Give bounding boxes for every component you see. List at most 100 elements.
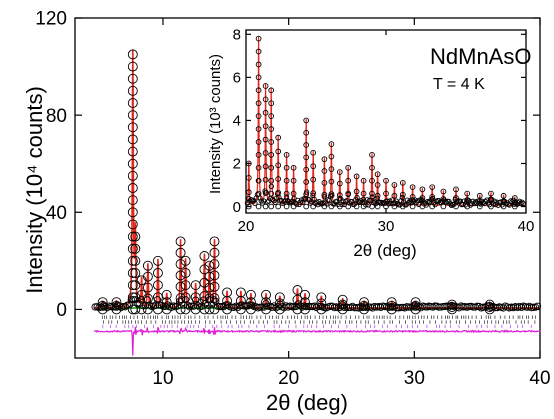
inset-observed-point xyxy=(268,87,275,94)
observed-point xyxy=(142,304,153,315)
inset-observed-point xyxy=(369,203,375,210)
inset-observed-point xyxy=(310,176,317,183)
inset-observed-point xyxy=(393,198,399,204)
observed-point xyxy=(136,289,147,300)
observed-point xyxy=(245,289,256,300)
y-tick-label: 120 xyxy=(35,9,67,30)
inset-observed-point xyxy=(328,191,335,197)
inset-observed-point xyxy=(440,188,447,195)
observed-point xyxy=(97,297,108,308)
observed-point xyxy=(175,259,186,270)
observed-point xyxy=(245,297,256,308)
inset-observed-point xyxy=(336,180,343,187)
inset-observed-point xyxy=(290,203,297,210)
observed-point xyxy=(209,270,220,281)
inset-observed-point xyxy=(255,113,262,119)
inset-observed-point xyxy=(261,198,267,204)
inset-observed-point xyxy=(275,203,282,210)
observed-point xyxy=(127,122,138,133)
inset-observed-point xyxy=(491,198,498,204)
inset-observed-point xyxy=(328,178,335,185)
observed-point xyxy=(127,207,138,218)
observed-point xyxy=(127,231,138,242)
inset-x-axis-label: 2θ (deg) xyxy=(353,241,416,260)
inset-observed-point xyxy=(328,203,335,210)
inset-observed-point xyxy=(345,164,352,171)
observed-point xyxy=(288,303,296,311)
observed-point xyxy=(97,304,108,315)
inset-observed-point xyxy=(520,200,526,207)
observed-point xyxy=(127,183,138,193)
inset-observed-point xyxy=(409,194,416,200)
observed-point xyxy=(209,247,220,258)
inset-observed-point xyxy=(345,177,352,184)
x-tick-label: 20 xyxy=(278,368,299,389)
inset-observed-point xyxy=(310,149,317,156)
inset-observed-point xyxy=(303,203,310,210)
inset-observed-point xyxy=(360,177,367,184)
inset-observed-point xyxy=(511,199,518,206)
inset-observed-point xyxy=(275,176,282,182)
observed-point xyxy=(204,282,215,293)
inset-observed-point xyxy=(302,196,309,202)
observed-point xyxy=(130,268,141,278)
inset-observed-point xyxy=(374,203,381,210)
inset-observed-point xyxy=(369,190,375,197)
main-y-axis-label: Intensity (10⁴ counts) xyxy=(22,86,47,294)
inset-observed-point xyxy=(262,150,269,156)
inset-observed-point xyxy=(328,166,335,172)
inset-observed-point xyxy=(268,100,275,107)
inset-observed-point xyxy=(262,190,269,196)
observed-point xyxy=(127,195,138,206)
inset-observed-point xyxy=(278,197,285,204)
inset-observed-points xyxy=(244,35,526,210)
inset-observed-point xyxy=(353,203,360,210)
inset-observed-point xyxy=(488,197,494,203)
observed-point xyxy=(337,304,348,315)
observed-point xyxy=(292,304,303,315)
inset-observed-point xyxy=(310,203,317,210)
inset-observed-point xyxy=(290,177,297,184)
observed-points xyxy=(91,49,542,315)
inset-observed-point xyxy=(383,177,389,184)
observed-point xyxy=(292,285,303,295)
observed-point xyxy=(222,295,233,306)
inset-observed-point xyxy=(480,199,486,206)
inset-observed-point xyxy=(500,198,507,205)
inset-observed-point xyxy=(345,203,352,210)
observed-point xyxy=(127,49,138,60)
observed-point xyxy=(212,297,220,305)
inset-observed-point xyxy=(419,203,426,210)
inset-observed-point xyxy=(255,190,262,197)
inset-observed-point xyxy=(255,35,262,42)
inset-observed-point xyxy=(255,100,262,107)
inset-observed-point xyxy=(262,203,269,210)
observed-point xyxy=(274,292,285,303)
inset-observed-point xyxy=(369,152,375,158)
inset-observed-point xyxy=(429,203,436,210)
inset-observed-point xyxy=(336,169,343,175)
observed-point xyxy=(161,289,172,300)
observed-point xyxy=(204,271,215,282)
observed-point xyxy=(300,304,310,315)
observed-point xyxy=(386,304,397,315)
inset-observed-point xyxy=(328,141,335,147)
inset-observed-point xyxy=(353,173,360,180)
observed-point xyxy=(359,300,370,311)
observed-point xyxy=(222,287,233,298)
observed-point xyxy=(136,275,147,286)
observed-point xyxy=(204,293,215,304)
inset-observed-point xyxy=(369,164,375,171)
inset-observed-point xyxy=(518,200,524,207)
observed-point xyxy=(199,251,210,261)
observed-point xyxy=(175,281,186,292)
observed-point xyxy=(235,304,246,315)
observed-point xyxy=(256,303,264,311)
observed-point xyxy=(142,260,153,271)
observed-point xyxy=(316,304,327,315)
inset-observed-point xyxy=(476,192,483,199)
observed-point xyxy=(274,298,285,309)
observed-point xyxy=(127,98,138,108)
